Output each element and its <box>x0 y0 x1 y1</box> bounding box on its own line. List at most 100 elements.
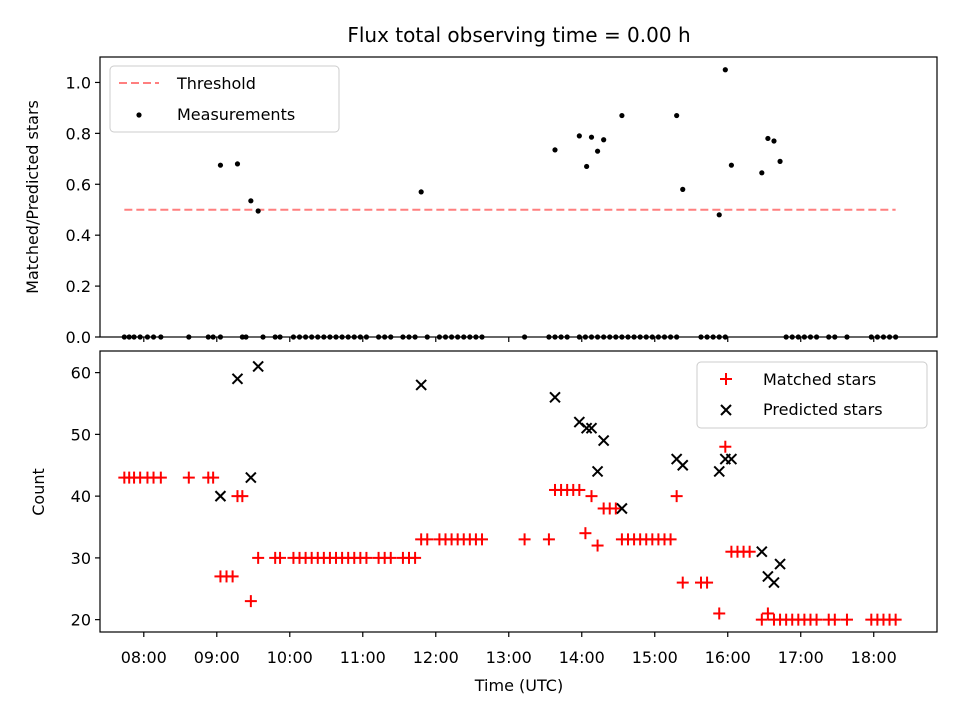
matched-star-point <box>743 545 756 558</box>
matched-star-point <box>244 595 257 608</box>
predicted-star-point <box>549 391 561 404</box>
matched-star-point <box>828 613 841 626</box>
x-tick-label: 18:00 <box>851 648 897 667</box>
measurement-point <box>584 163 590 170</box>
bottom-y-tick-label: 60 <box>71 364 91 383</box>
matched-star-point <box>409 551 422 564</box>
matched-star-point <box>573 483 586 496</box>
top-y-tick-label: 0.0 <box>66 328 91 347</box>
matched-star-point <box>236 490 249 503</box>
legend-predicted-label: Predicted stars <box>763 400 883 419</box>
predicted-star-point <box>597 434 610 447</box>
top-plot-frame <box>99 56 938 338</box>
legend-matched-swatch <box>720 373 732 385</box>
top-y-tick-label: 0.4 <box>66 226 91 245</box>
predicted-star-point <box>585 422 598 434</box>
matched-star-point <box>761 607 774 620</box>
chart-title: Flux total observing time = 0.00 h <box>347 23 690 47</box>
matched-star-point <box>889 613 902 626</box>
measurement-point <box>601 137 607 143</box>
measurement-point <box>728 162 734 168</box>
x-tick-label: 14:00 <box>559 648 605 667</box>
legend-measurements-swatch <box>136 112 142 118</box>
measurement-point <box>619 112 625 119</box>
top-y-axis-label: Matched/Predicted stars <box>23 100 42 294</box>
matched-star-point <box>274 551 287 564</box>
x-tick-label: 16:00 <box>705 648 751 667</box>
matched-star-point <box>154 471 167 484</box>
x-tick-label: 10:00 <box>267 648 313 667</box>
matched-star-point <box>840 613 853 626</box>
x-axis-label: Time (UTC) <box>474 676 563 695</box>
top-y-tick-label: 0.2 <box>66 277 91 296</box>
measurement-point <box>234 161 241 167</box>
top-y-tick-label: 0.6 <box>66 175 91 194</box>
matched-star-point <box>252 551 265 564</box>
matched-star-point <box>421 533 434 546</box>
measurement-point <box>594 148 601 154</box>
legend-threshold-label: Threshold <box>176 74 256 93</box>
top-legend: Threshold Measurements <box>109 65 340 133</box>
matched-star-point <box>810 613 823 626</box>
bottom-y-tick-label: 40 <box>71 487 91 506</box>
measurement-point <box>418 189 424 195</box>
measurement-point <box>248 198 254 204</box>
matched-star-point <box>579 527 592 540</box>
x-tick-label: 17:00 <box>778 648 824 667</box>
measurement-point <box>674 112 680 119</box>
matched-star-point <box>518 533 531 546</box>
measurement-point <box>771 138 777 144</box>
measurement-point <box>576 133 582 139</box>
matched-star-point <box>701 576 714 589</box>
matched-star-point <box>384 551 397 564</box>
measurement-point <box>217 162 224 168</box>
matched-star-point <box>755 613 768 626</box>
matched-star-point <box>719 440 732 453</box>
matched-star-point <box>542 533 555 546</box>
bottom-y-tick-label: 20 <box>71 611 91 630</box>
x-tick-label: 11:00 <box>340 648 386 667</box>
predicted-star-point <box>252 360 264 373</box>
predicted-star-point <box>231 373 244 385</box>
bottom-plot: 08:00 09:00 10:00 11:00 12:00 13:00 14:00 15:00… <box>29 350 938 695</box>
x-tick-label: 15:00 <box>632 648 678 667</box>
matched-star-point <box>676 576 689 589</box>
measurement-point <box>722 67 728 73</box>
x-tick-label: 08:00 <box>121 648 167 667</box>
matched-star-point <box>207 471 220 484</box>
matched-star-point <box>713 607 726 620</box>
matched-star-point <box>226 570 239 583</box>
predicted-star-point <box>591 465 604 478</box>
legend-predicted-swatch <box>720 404 732 416</box>
predicted-star-point <box>415 379 427 391</box>
matched-star-point <box>664 533 677 546</box>
matched-star-point <box>476 533 489 546</box>
matched-star-point <box>670 490 683 503</box>
measurement-point <box>552 147 558 153</box>
x-tick-label: 12:00 <box>413 648 459 667</box>
measurement-point <box>777 158 783 164</box>
matched-star-point <box>591 539 604 552</box>
top-y-tick-label: 1.0 <box>66 73 91 92</box>
predicted-star-point <box>756 546 768 558</box>
top-y-tick-label: 0.8 <box>66 124 91 143</box>
matched-star-point <box>609 502 622 515</box>
bottom-y-axis-label: Count <box>29 468 48 516</box>
legend-matched-label: Matched stars <box>763 370 876 389</box>
predicted-star-point <box>725 453 738 465</box>
measurement-point <box>588 134 595 140</box>
matched-star-point <box>585 490 598 503</box>
x-tick-label: 09:00 <box>194 648 240 667</box>
predicted-star-point <box>713 465 725 478</box>
predicted-star-point <box>214 490 227 502</box>
x-tick-label: 13:00 <box>486 648 532 667</box>
measurement-point <box>716 212 722 218</box>
predicted-star-point <box>580 422 593 434</box>
predicted-star-point <box>768 576 780 589</box>
predicted-star-point <box>774 558 786 570</box>
predicted-star-point <box>616 502 628 515</box>
measurement-point <box>765 135 771 142</box>
measurement-point <box>759 170 765 176</box>
bottom-y-tick-label: 30 <box>71 549 91 568</box>
